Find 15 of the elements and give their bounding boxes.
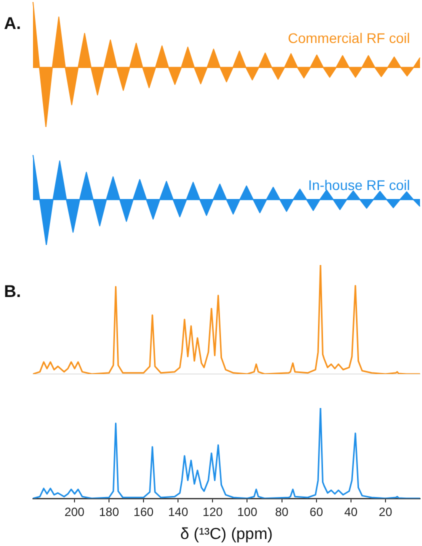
x-tick-label: 200	[64, 504, 85, 519]
x-tick-label: 180	[99, 504, 120, 519]
x-tick-label: 140	[168, 504, 188, 519]
x-tick-label: 60	[310, 504, 324, 519]
x-tick-label: 80	[275, 504, 289, 519]
x-tick-label: 120	[202, 504, 224, 519]
x-tick-label: 160	[134, 504, 154, 519]
series-label: Commercial RF coil	[288, 30, 410, 46]
text: A.	[4, 14, 21, 34]
text: B.	[4, 282, 21, 302]
x-tick-label: 40	[344, 504, 358, 519]
x-tick-label: 20	[378, 504, 392, 519]
x-tick-label: 100	[237, 504, 258, 519]
series-label: In-house RF coil	[308, 177, 410, 193]
x-axis-title: δ (¹³C) (ppm)	[180, 526, 273, 543]
